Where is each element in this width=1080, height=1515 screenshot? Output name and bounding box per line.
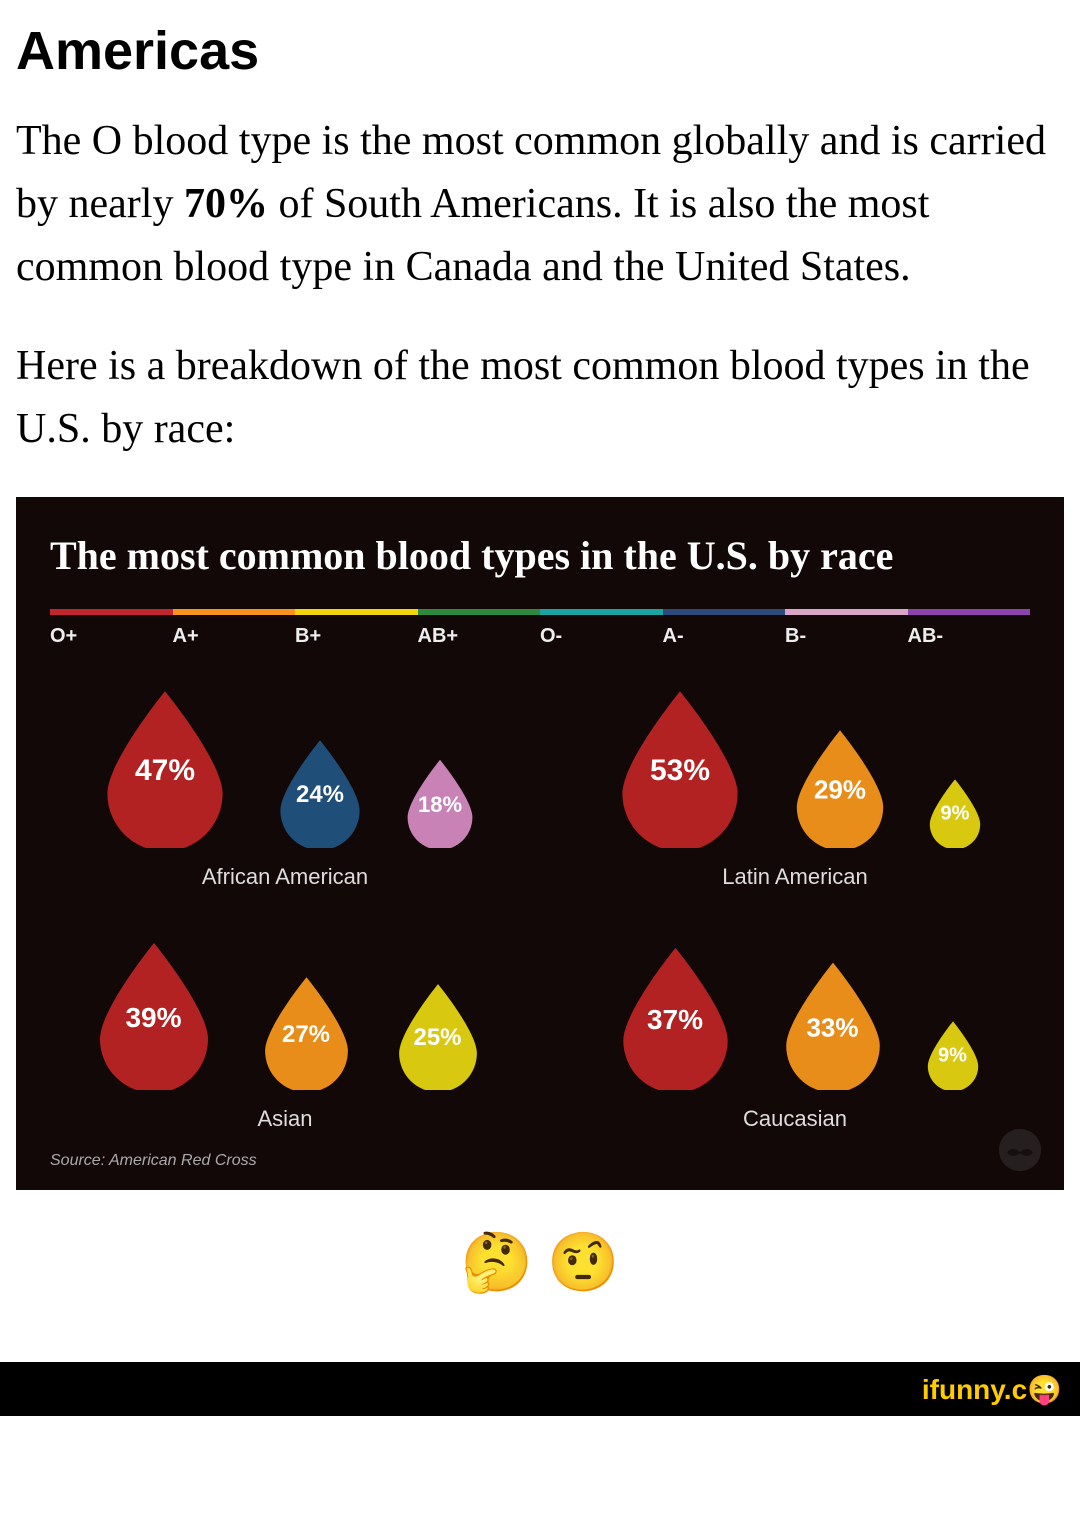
footer-brand-a: ifunny. [922, 1374, 1012, 1405]
group-name-label: African American [50, 864, 520, 890]
drops-row: 53% 29% 9% [560, 678, 1030, 848]
drop-percent-label: 37% [647, 1004, 703, 1036]
drop-percent-label: 24% [296, 781, 344, 809]
race-group: 39% 27% 25% Asian [50, 920, 520, 1132]
mustache-watermark-icon [998, 1128, 1042, 1172]
legend-segment [908, 609, 1031, 615]
drop-percent-label: 47% [135, 754, 195, 788]
legend-segment [173, 609, 296, 615]
legend-label: B+ [295, 625, 418, 648]
race-group: 47% 24% 18% African American [50, 678, 520, 890]
footer-bar: ifunny.c😜 [0, 1362, 1080, 1416]
drops-row: 39% 27% 25% [50, 920, 520, 1090]
legend-segment [540, 609, 663, 615]
groups-grid: 47% 24% 18% African American 53% 29% 9% Latin A… [50, 678, 1030, 1132]
footer-brand-b: c😜 [1012, 1374, 1062, 1405]
legend-label: AB- [908, 625, 1031, 648]
blood-type-infographic: The most common blood types in the U.S. … [16, 497, 1064, 1190]
drops-row: 47% 24% 18% [50, 678, 520, 848]
drop-percent-label: 27% [282, 1021, 330, 1049]
drop-percent-label: 18% [418, 792, 462, 818]
blood-drop-icon: 9% [918, 1020, 988, 1090]
drop-percent-label: 39% [125, 1002, 181, 1034]
blood-drop-icon: 37% [603, 945, 748, 1090]
infographic-title: The most common blood types in the U.S. … [50, 531, 1030, 581]
blood-drop-icon: 24% [265, 738, 375, 848]
blood-drop-icon: 27% [249, 975, 364, 1090]
legend-segment [663, 609, 786, 615]
legend-labels-row: O+A+B+AB+O-A-B-AB- [50, 625, 1030, 648]
article-heading: Americas [16, 20, 1064, 82]
footer-brand: ifunny.c😜 [922, 1373, 1062, 1406]
article-body: Americas The O blood type is the most co… [0, 0, 1080, 1362]
group-name-label: Caucasian [560, 1106, 1030, 1132]
article-paragraph-2: Here is a breakdown of the most common b… [16, 335, 1064, 461]
legend-label: B- [785, 625, 908, 648]
article-paragraph-1: The O blood type is the most common glob… [16, 110, 1064, 299]
legend-label: A- [663, 625, 786, 648]
blood-drop-icon: 9% [920, 778, 990, 848]
group-name-label: Latin American [560, 864, 1030, 890]
legend-segment [418, 609, 541, 615]
drops-row: 37% 33% 9% [560, 920, 1030, 1090]
blood-drop-icon: 33% [768, 960, 898, 1090]
drop-percent-label: 53% [650, 754, 710, 788]
raised-eyebrow-emoji-icon: 🤨 [547, 1230, 619, 1295]
blood-drop-icon: 47% [85, 688, 245, 848]
reaction-emojis: 🤔 🤨 [16, 1234, 1064, 1322]
blood-drop-icon: 18% [395, 758, 485, 848]
race-group: 53% 29% 9% Latin American [560, 678, 1030, 890]
blood-drop-icon: 53% [600, 688, 760, 848]
legend-label: O+ [50, 625, 173, 648]
drop-percent-label: 9% [941, 803, 970, 826]
drop-percent-label: 9% [938, 1045, 967, 1068]
legend-label: AB+ [418, 625, 541, 648]
legend-segment [785, 609, 908, 615]
legend-segment [295, 609, 418, 615]
thinking-emoji-icon: 🤔 [461, 1230, 533, 1295]
infographic-source: Source: American Red Cross [50, 1152, 1030, 1170]
legend-label: O- [540, 625, 663, 648]
drop-percent-label: 25% [413, 1024, 461, 1052]
blood-drop-icon: 25% [384, 982, 492, 1090]
drop-percent-label: 29% [814, 775, 866, 806]
drop-percent-label: 33% [806, 1012, 858, 1043]
blood-drop-icon: 29% [780, 728, 900, 848]
legend-label: A+ [173, 625, 296, 648]
race-group: 37% 33% 9% Caucasian [560, 920, 1030, 1132]
legend-segment [50, 609, 173, 615]
legend-color-bar [50, 609, 1030, 615]
group-name-label: Asian [50, 1106, 520, 1132]
blood-drop-icon: 39% [79, 940, 229, 1090]
p1-bold: 70% [184, 181, 268, 227]
